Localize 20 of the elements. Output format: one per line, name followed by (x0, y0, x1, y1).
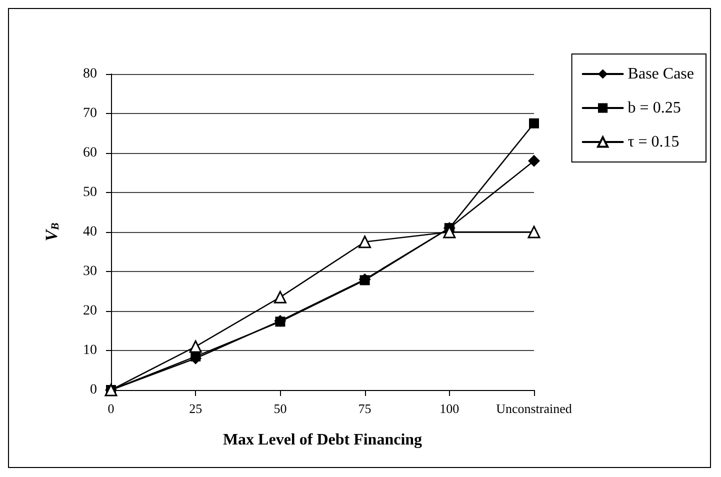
y-tick-label: 30 (83, 264, 97, 279)
y-axis-title: VB (42, 222, 62, 242)
y-tick-label: 60 (83, 146, 97, 160)
legend-label: b = 0.25 (628, 100, 681, 116)
y-tick-label: 50 (83, 185, 97, 200)
x-tick-label: 0 (108, 401, 114, 416)
x-tick-label: 50 (274, 401, 287, 416)
x-tick-label: 25 (189, 401, 202, 416)
y-tick-label: 10 (83, 343, 97, 358)
x-axis-title: Max Level of Debt Financing (222, 432, 422, 448)
y-tick-label: 80 (83, 66, 97, 82)
x-tick-label: 100 (440, 401, 460, 416)
legend-label: τ = 0.15 (628, 134, 680, 150)
legend-label: Base Case (628, 66, 694, 82)
y-tick-label: 40 (83, 224, 97, 240)
y-tick-label: 70 (83, 106, 97, 121)
y-tick-label: 20 (83, 304, 97, 318)
x-tick-label: Unconstrained (496, 401, 572, 416)
x-tick-label: 75 (358, 401, 372, 416)
y-tick-label: 0 (90, 382, 97, 398)
